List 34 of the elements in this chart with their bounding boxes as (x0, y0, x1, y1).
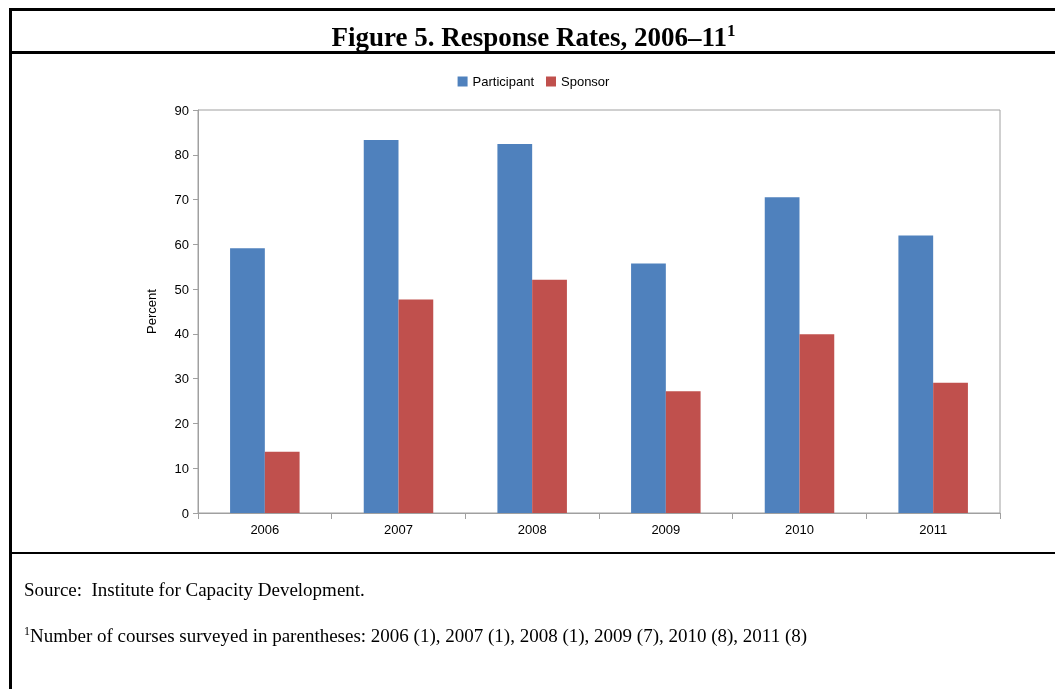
bar (398, 299, 434, 513)
y-tick-label: 70 (174, 192, 189, 208)
source-note: Source: Institute for Capacity Development. (24, 579, 365, 601)
chart-title: Figure 5. Response Rates, 2006–11$^{1}$ (12, 11, 1055, 54)
legend-label: Participant (472, 74, 535, 89)
bar (532, 279, 567, 513)
bar (764, 197, 800, 513)
bar (898, 235, 934, 513)
text: $^{1}$Number of courses surveyed in parentheses: 2006 (1), 2007 (1), 2008 (1), 2009 (7), 2010 (8), 2011 (8) (24, 624, 808, 648)
bar (363, 140, 399, 513)
x-tick-label: 2006 (250, 522, 280, 537)
x-tick-label: 2011 (919, 522, 948, 537)
y-tick-label: 60 (174, 236, 189, 252)
x-tick-label: 2007 (384, 522, 413, 537)
y-tick-label: 90 (174, 102, 189, 118)
bar (497, 144, 533, 513)
y-tick-label: 50 (174, 281, 189, 297)
y-tick-label: 40 (174, 326, 189, 342)
bar (933, 382, 968, 513)
bar (264, 451, 300, 513)
y-tick-label: 80 (174, 147, 189, 163)
bar (799, 334, 835, 513)
y-axis-title: Percent (144, 288, 159, 334)
x-tick-label: 2009 (651, 522, 681, 537)
x-tick-label: 2008 (517, 522, 547, 537)
y-tick-label: 30 (174, 371, 189, 387)
legend-label: Sponsor (561, 74, 611, 89)
bar (631, 263, 666, 513)
y-tick-label: 10 (174, 460, 189, 476)
y-tick-label: 0 (181, 505, 189, 521)
bar (665, 391, 701, 513)
bar (230, 248, 265, 513)
x-tick-label: 2010 (785, 522, 814, 537)
y-tick-label: 20 (174, 415, 189, 431)
